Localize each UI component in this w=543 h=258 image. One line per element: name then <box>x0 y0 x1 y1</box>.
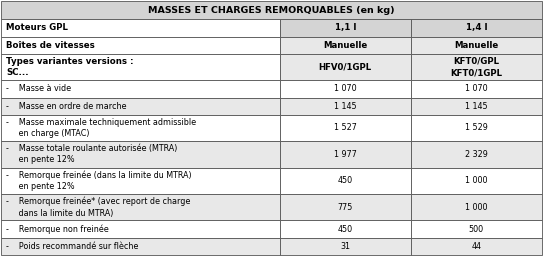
Text: 2 329: 2 329 <box>465 150 488 159</box>
Bar <box>411 80 542 98</box>
Bar <box>1 1 542 19</box>
Bar <box>1 141 280 168</box>
Bar <box>1 115 280 141</box>
Bar <box>411 238 542 255</box>
Bar <box>280 220 411 238</box>
Bar <box>1 238 280 255</box>
Bar <box>1 98 280 115</box>
Text: 1 070: 1 070 <box>465 84 488 93</box>
Text: Boîtes de vitesses: Boîtes de vitesses <box>6 41 94 50</box>
Text: -    Masse en ordre de marche: - Masse en ordre de marche <box>6 102 127 111</box>
Bar <box>411 220 542 238</box>
Bar <box>280 80 411 98</box>
Text: 500: 500 <box>469 225 484 233</box>
Bar <box>411 37 542 54</box>
Bar <box>280 115 411 141</box>
Text: Manuelle: Manuelle <box>323 41 367 50</box>
Bar <box>280 194 411 220</box>
Text: 1 145: 1 145 <box>465 102 488 111</box>
Text: 1 527: 1 527 <box>334 124 357 133</box>
Bar <box>1 168 280 194</box>
Bar <box>280 98 411 115</box>
Text: -    Remorque non freinée: - Remorque non freinée <box>6 224 109 234</box>
Text: -    Remorque freinée (dans la limite du MTRA)
     en pente 12%: - Remorque freinée (dans la limite du MT… <box>6 171 192 191</box>
Text: 1 145: 1 145 <box>334 102 357 111</box>
Text: 775: 775 <box>338 203 353 212</box>
Text: -    Masse totale roulante autorisée (MTRA)
     en pente 12%: - Masse totale roulante autorisée (MTRA)… <box>6 144 178 164</box>
Text: 1 529: 1 529 <box>465 124 488 133</box>
Text: 44: 44 <box>471 242 482 251</box>
Text: -    Remorque freinée* (avec report de charge
     dans la limite du MTRA): - Remorque freinée* (avec report de char… <box>6 197 191 217</box>
Bar <box>1 37 280 54</box>
Bar <box>280 238 411 255</box>
Bar <box>411 115 542 141</box>
Bar <box>1 19 280 37</box>
Bar <box>280 54 411 80</box>
Bar <box>1 220 280 238</box>
Bar <box>280 19 411 37</box>
Text: -    Masse maximale techniquement admissible
     en charge (MTAC): - Masse maximale techniquement admissibl… <box>6 118 196 138</box>
Text: 450: 450 <box>338 225 353 233</box>
Bar <box>280 168 411 194</box>
Text: Types variantes versions :
SC...: Types variantes versions : SC... <box>6 57 134 77</box>
Text: 450: 450 <box>338 176 353 185</box>
Bar <box>411 54 542 80</box>
Bar <box>411 141 542 168</box>
Text: HFV0/1GPL: HFV0/1GPL <box>319 62 372 71</box>
Text: 1 000: 1 000 <box>465 203 488 212</box>
Text: 31: 31 <box>340 242 350 251</box>
Bar <box>411 168 542 194</box>
Text: Manuelle: Manuelle <box>454 41 498 50</box>
Bar <box>280 141 411 168</box>
Text: MASSES ET CHARGES REMORQUABLES (en kg): MASSES ET CHARGES REMORQUABLES (en kg) <box>148 6 395 15</box>
Text: Moteurs GPL: Moteurs GPL <box>6 23 68 33</box>
Text: 1 977: 1 977 <box>334 150 357 159</box>
Bar <box>1 80 280 98</box>
Text: 1,1 l: 1,1 l <box>334 23 356 33</box>
Bar <box>280 37 411 54</box>
Text: 1,4 l: 1,4 l <box>466 23 487 33</box>
Bar <box>1 54 280 80</box>
Text: 1 070: 1 070 <box>334 84 357 93</box>
Bar <box>411 194 542 220</box>
Bar <box>411 19 542 37</box>
Text: KFT0/GPL
KFT0/1GPL: KFT0/GPL KFT0/1GPL <box>450 57 502 77</box>
Bar <box>1 194 280 220</box>
Text: -    Masse à vide: - Masse à vide <box>6 84 71 93</box>
Bar <box>411 98 542 115</box>
Text: -    Poids recommandé sur flèche: - Poids recommandé sur flèche <box>6 242 138 251</box>
Text: 1 000: 1 000 <box>465 176 488 185</box>
